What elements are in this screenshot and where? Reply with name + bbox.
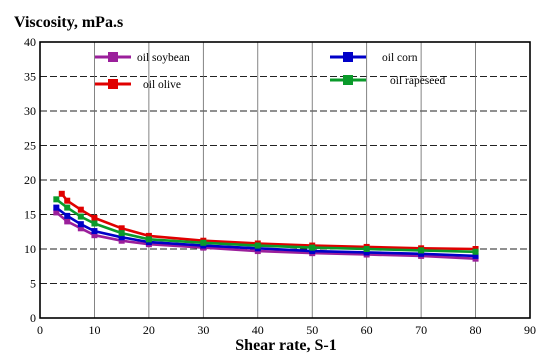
data-point-oil-corn <box>118 234 125 241</box>
y-tick-label: 5 <box>30 277 36 291</box>
data-point-oil-rapeseed <box>64 204 71 211</box>
data-point-oil-rapeseed <box>91 220 98 227</box>
chart-title: Viscosity, mPa.s <box>14 14 123 31</box>
data-point-oil-rapeseed <box>118 230 125 237</box>
y-tick-label: 40 <box>24 35 36 49</box>
data-point-oil-olive <box>118 225 125 232</box>
plot-area: 0 5 10 15 20 25 30 35 40 0 10 20 30 40 50 60 70 80 90 oil s… <box>24 35 536 337</box>
x-tick-label: 70 <box>415 323 427 337</box>
data-point-oil-rapeseed <box>309 244 316 251</box>
data-point-oil-rapeseed <box>200 239 207 246</box>
x-tick-label: 30 <box>197 323 209 337</box>
data-point-oil-olive <box>64 197 71 204</box>
data-point-oil-corn <box>53 204 60 211</box>
data-point-oil-rapeseed <box>418 247 425 254</box>
data-point-oil-corn <box>418 250 425 257</box>
x-tick-label: 50 <box>306 323 318 337</box>
legend-label: oil corn <box>382 52 418 64</box>
legend-marker <box>108 79 118 89</box>
x-tick-label: 60 <box>361 323 373 337</box>
y-tick-label: 10 <box>24 242 36 256</box>
x-tick-label: 10 <box>88 323 100 337</box>
data-point-oil-rapeseed <box>53 196 60 203</box>
data-point-oil-rapeseed <box>77 213 84 220</box>
data-point-oil-rapeseed <box>254 242 261 249</box>
y-tick-label: 20 <box>24 173 36 187</box>
x-tick-label: 20 <box>143 323 155 337</box>
x-tick-label: 0 <box>37 323 43 337</box>
legend-label: oil soybean <box>137 52 190 64</box>
x-tick-label: 40 <box>252 323 264 337</box>
data-point-oil-soybean <box>91 232 98 239</box>
data-point-oil-olive <box>58 190 65 197</box>
legend-label: oil olive <box>143 79 181 91</box>
legend-marker <box>343 75 353 85</box>
x-tick-label: 80 <box>470 323 482 337</box>
data-point-oil-rapeseed <box>472 248 479 255</box>
data-point-oil-corn <box>363 249 370 256</box>
data-point-oil-rapeseed <box>145 236 152 243</box>
data-point-oil-soybean <box>118 237 125 244</box>
y-tick-label: 30 <box>24 104 36 118</box>
legend-label: oil rapeseed <box>390 75 445 87</box>
legend-marker <box>343 52 353 62</box>
y-tick-label: 25 <box>24 139 36 153</box>
data-point-oil-soybean <box>53 209 60 216</box>
data-point-oil-corn <box>309 248 316 255</box>
data-point-oil-corn <box>91 228 98 235</box>
legend-marker <box>108 52 118 62</box>
x-axis-label: Shear rate, S-1 <box>235 337 336 354</box>
y-tick-label: 35 <box>24 70 36 84</box>
data-point-oil-olive <box>91 214 98 221</box>
data-point-oil-soybean <box>77 225 84 232</box>
x-tick-label: 90 <box>524 323 536 337</box>
plot-frame <box>39 41 531 319</box>
data-point-oil-olive <box>77 206 84 213</box>
data-point-oil-corn <box>472 252 479 259</box>
data-point-oil-soybean <box>64 218 71 225</box>
data-point-oil-corn <box>77 221 84 228</box>
y-tick-label: 15 <box>24 208 36 222</box>
y-tick-label: 0 <box>30 311 36 325</box>
data-point-oil-olive <box>145 232 152 239</box>
data-point-oil-rapeseed <box>363 246 370 252</box>
data-point-oil-corn <box>64 212 71 219</box>
